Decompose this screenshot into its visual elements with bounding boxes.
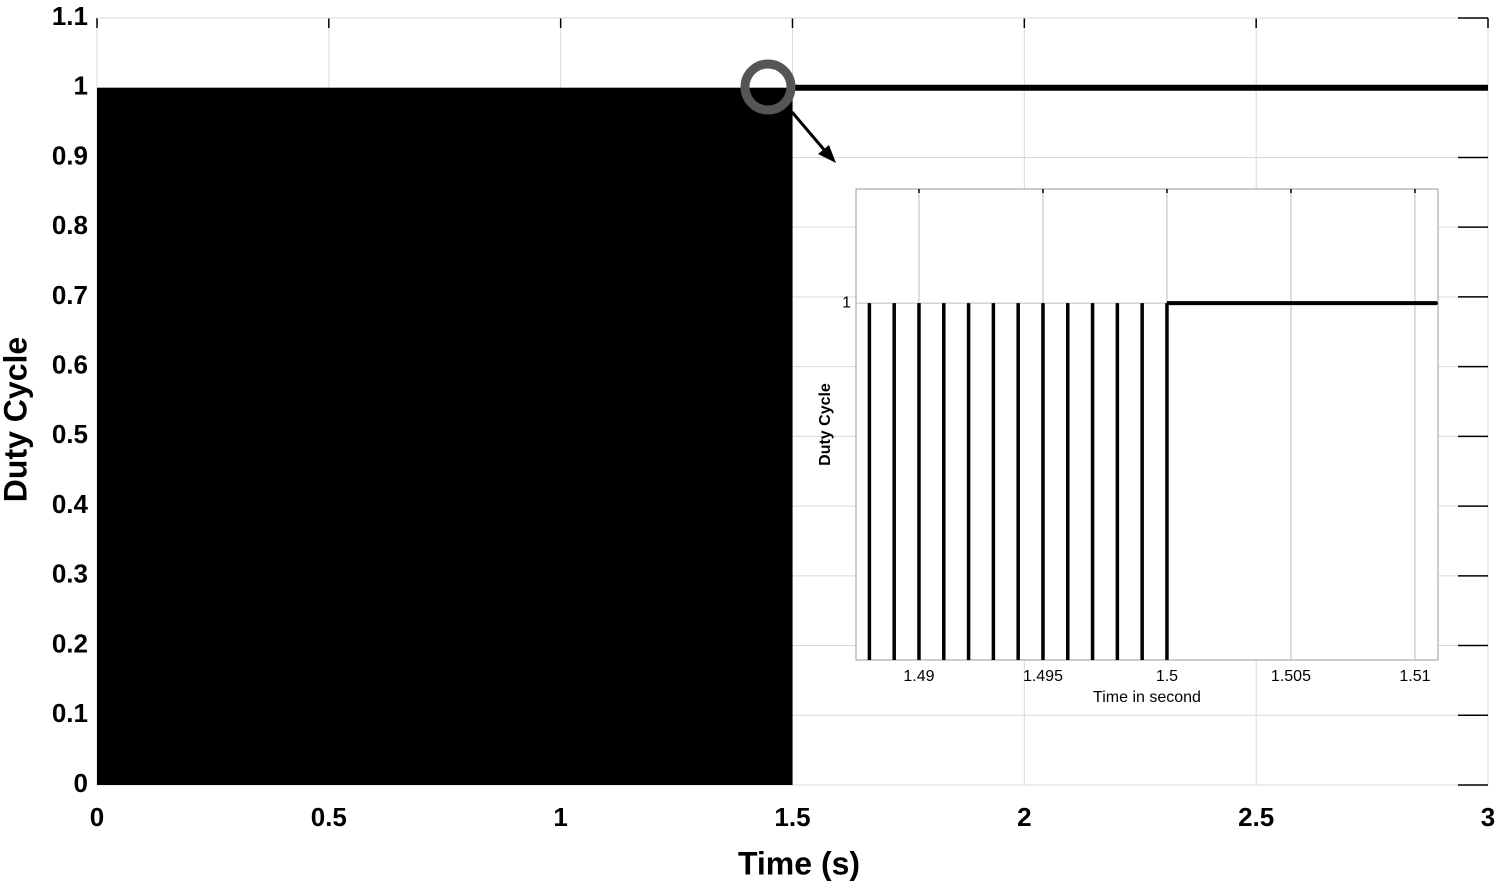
y-tick-label: 0.6 [52, 350, 88, 380]
y-tick-label: 0.7 [52, 280, 88, 310]
x-tick-label: 1 [553, 802, 567, 832]
plot-area [855, 188, 1439, 661]
x-axis-label: Time (s) [738, 845, 860, 881]
y-tick-label: 0.9 [52, 140, 88, 170]
inset-plot: 1.49 1.495 1.5 1.505 1.51 1 Time in second Duty… [817, 188, 1439, 706]
y-tick-label: 1.1 [52, 1, 88, 31]
area [97, 87, 793, 785]
x-tick-label: 1.495 [1023, 668, 1063, 685]
x-tick-label: 3 [1481, 802, 1495, 832]
x-tick-label: 2 [1017, 802, 1031, 832]
x-tick-label: 1.505 [1271, 668, 1311, 685]
y-tick-label: 0.8 [52, 210, 88, 240]
x-tick-label: 2.5 [1238, 802, 1274, 832]
x-tick-label: 1.49 [903, 668, 934, 685]
y-axis-label: Duty Cycle [0, 337, 33, 502]
y-axis-label: Duty Cycle [817, 383, 834, 466]
y-tick-label: 1 [842, 294, 851, 311]
y-tick-label: 0.4 [52, 489, 89, 519]
x-tick-label: 1.5 [774, 802, 810, 832]
y-tick-label: 0.1 [52, 698, 88, 728]
y-tick-label: 0 [74, 768, 88, 798]
zoom-arrow-head [818, 145, 836, 163]
y-tick-label: 0.3 [52, 559, 88, 589]
x-axis-label: Time in second [1093, 689, 1201, 706]
x-tick-label: 1.51 [1399, 668, 1430, 685]
x-tick-label: 0.5 [311, 802, 347, 832]
y-tick-label: 0.2 [52, 628, 88, 658]
y-tick-label: 1 [74, 71, 88, 101]
zoom-arrow [790, 111, 828, 153]
y-tick-label: 0.5 [52, 419, 88, 449]
x-tick-label: 1.5 [1156, 668, 1178, 685]
x-tick-label: 0 [90, 802, 104, 832]
zoom-marker [740, 59, 796, 115]
